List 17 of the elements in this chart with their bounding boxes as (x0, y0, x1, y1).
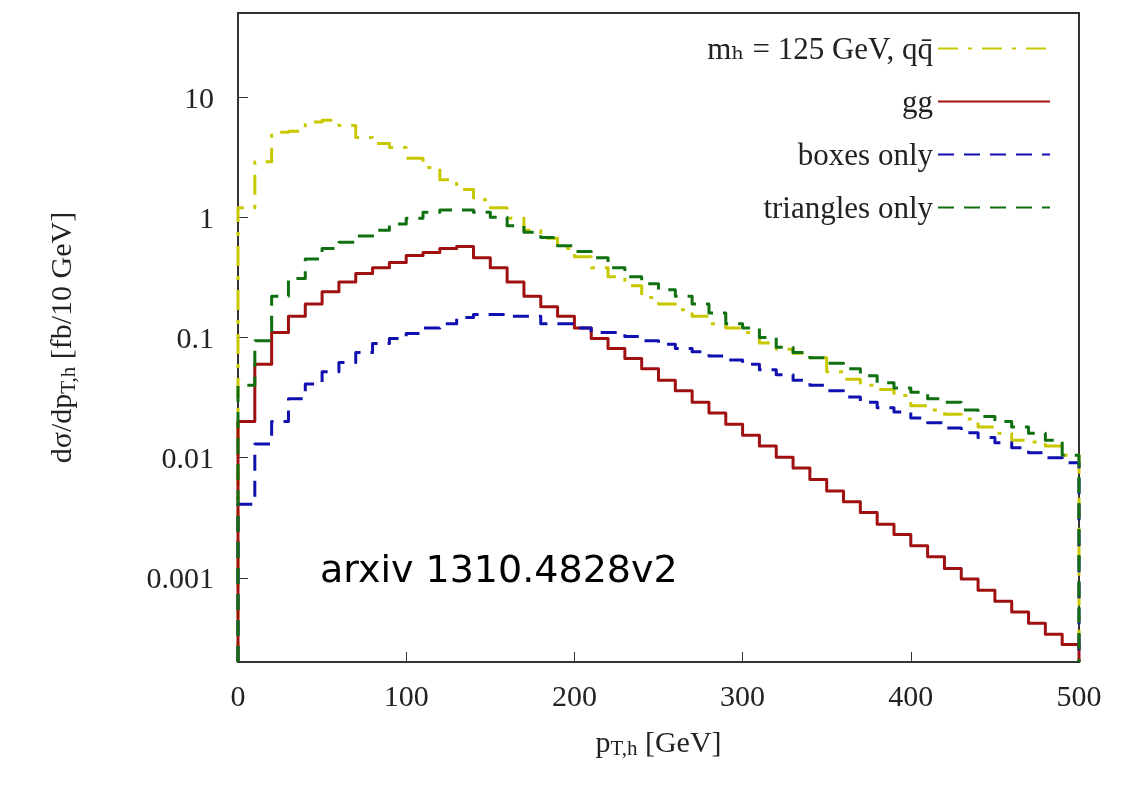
x-tick-label: 200 (551, 678, 597, 712)
y-tick-label: 1 (199, 200, 214, 234)
y-tick-label: 0.001 (146, 561, 214, 595)
legend-label: boxes only (797, 137, 934, 172)
x-tick-label: 100 (383, 678, 429, 712)
x-tick-label: 0 (230, 678, 246, 712)
x-tick-label: 300 (720, 678, 766, 712)
legend-label: gg (902, 84, 933, 119)
legend-label: mₕ = 125 GeV, qq̄ (707, 31, 933, 66)
y-tick-label: 0.1 (176, 321, 214, 354)
y-tick-label: 0.01 (161, 441, 214, 475)
y-tick-label: 10 (184, 80, 214, 114)
x-tick-label: 500 (1056, 678, 1102, 712)
legend-label: triangles only (763, 190, 934, 225)
y-axis-title: dσ/dpT,h [fb/10 GeV] (44, 211, 80, 464)
annotation: arxiv 1310.4828v2 (320, 547, 678, 591)
x-tick-label: 400 (888, 678, 934, 712)
